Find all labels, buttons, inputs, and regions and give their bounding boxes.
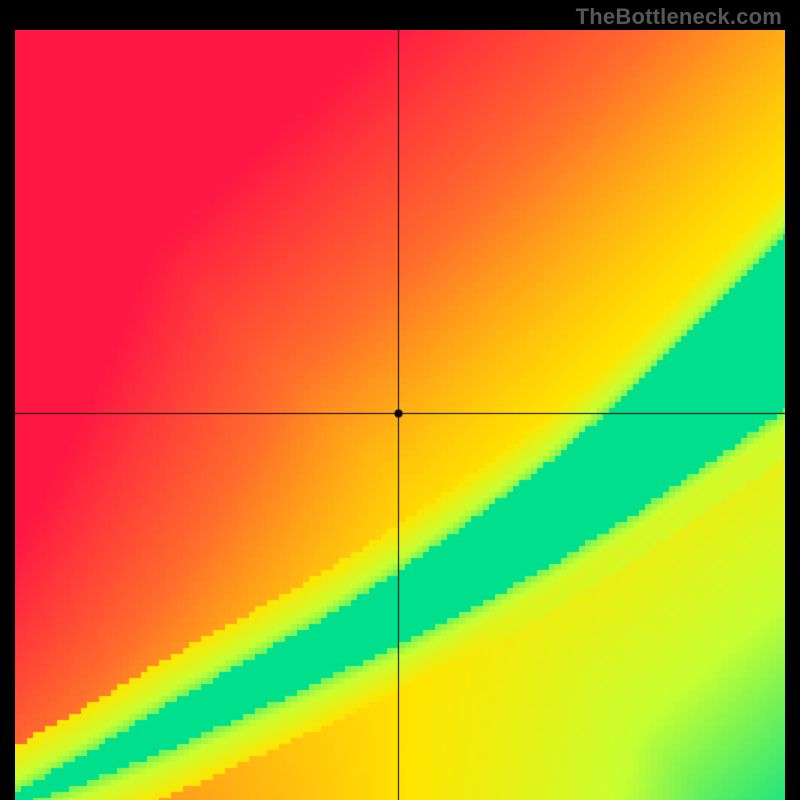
chart-container: TheBottleneck.com <box>0 0 800 800</box>
heatmap-canvas <box>15 30 785 800</box>
watermark-text: TheBottleneck.com <box>576 4 782 30</box>
